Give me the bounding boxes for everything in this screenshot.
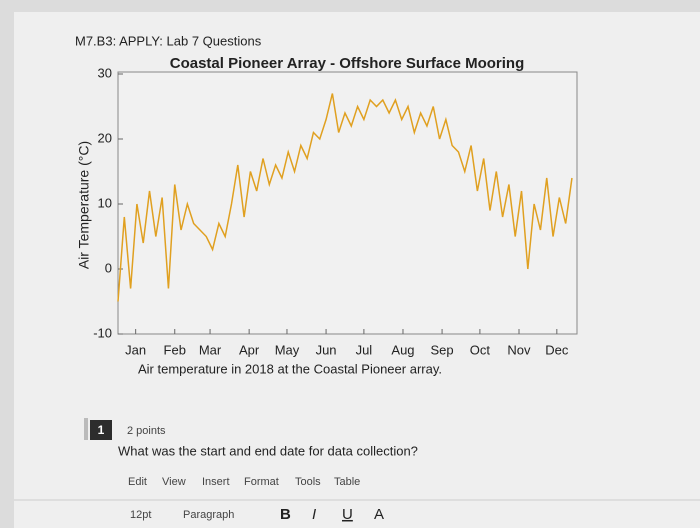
question-border	[84, 418, 88, 440]
y-tick-label: 10	[98, 195, 112, 210]
format-button[interactable]: B	[280, 506, 291, 523]
x-tick-label: Jan	[125, 342, 146, 357]
x-tick-label: Apr	[239, 342, 260, 357]
question-number: 1	[98, 423, 105, 437]
format-button[interactable]: A	[374, 506, 384, 523]
x-tick-label: Mar	[199, 342, 222, 357]
menu-item[interactable]: Edit	[128, 476, 147, 488]
question-text: What was the start and end date for data…	[118, 443, 418, 458]
x-tick-label: Dec	[545, 342, 569, 357]
y-tick-label: 20	[98, 130, 112, 145]
menu-item[interactable]: Table	[334, 476, 360, 488]
x-tick-label: Feb	[164, 342, 186, 357]
y-axis-label: Air Temperature (°C)	[76, 141, 92, 269]
y-tick-label: 0	[105, 260, 112, 275]
x-tick-label: Oct	[470, 342, 491, 357]
font-size-select[interactable]: 12pt	[130, 509, 151, 521]
question-badge	[90, 420, 112, 440]
menu-item[interactable]: Format	[244, 476, 279, 488]
x-tick-label: May	[275, 342, 300, 357]
x-tick-label: Aug	[391, 342, 414, 357]
y-tick-label: 30	[98, 65, 112, 80]
menu-item[interactable]: Insert	[202, 476, 230, 488]
format-button[interactable]: I	[312, 506, 316, 523]
caption: Air temperature in 2018 at the Coastal P…	[138, 361, 442, 376]
y-tick-label: -10	[93, 325, 112, 340]
x-tick-label: Sep	[431, 342, 454, 357]
block-select[interactable]: Paragraph	[183, 509, 234, 521]
x-tick-label: Nov	[507, 342, 531, 357]
menu-item[interactable]: Tools	[295, 476, 321, 488]
temperature-line	[117, 93, 573, 302]
x-tick-label: Jul	[356, 342, 373, 357]
format-button[interactable]: U	[342, 506, 353, 523]
question-points: 2 points	[127, 425, 166, 437]
x-tick-label: Jun	[316, 342, 337, 357]
menu-item[interactable]: View	[162, 476, 186, 488]
page-title: M7.B3: APPLY: Lab 7 Questions	[75, 33, 262, 48]
chart-title: Coastal Pioneer Array - Offshore Surface…	[170, 55, 525, 72]
